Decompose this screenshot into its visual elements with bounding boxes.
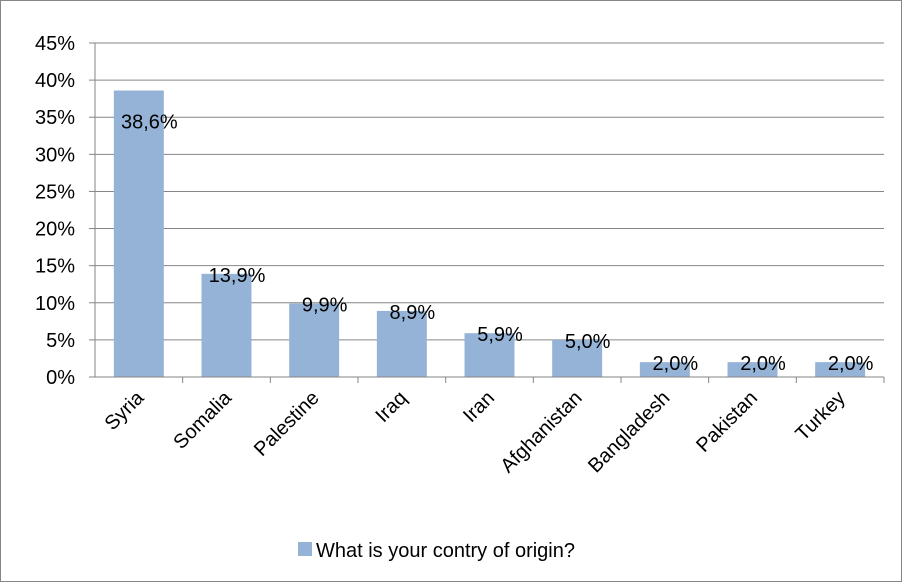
y-tick-label: 30%: [35, 144, 75, 166]
bar: [727, 362, 778, 377]
data-label: 2,0%: [740, 353, 786, 375]
data-label: 38,6%: [121, 112, 178, 134]
x-tick-label: Syria: [101, 386, 149, 434]
y-tick-label: 45%: [35, 33, 75, 55]
bar: [376, 310, 427, 377]
data-labels: 38,6% 13,9% 9,9% 8,9% 5,9% 5,0% 2,0% 2,0% 2,0%: [121, 112, 874, 376]
y-tick-label: 10%: [35, 293, 75, 315]
bar: [289, 303, 340, 377]
bar: [552, 339, 603, 377]
axes: [89, 42, 885, 383]
data-label: 13,9%: [209, 265, 266, 287]
y-tick-label: 40%: [35, 70, 75, 92]
bar: [815, 362, 866, 377]
data-label: 9,9%: [302, 295, 348, 317]
y-tick-label: 25%: [35, 181, 75, 203]
y-tick-label: 20%: [35, 219, 75, 241]
bar: [113, 90, 164, 377]
x-tick-label: Afghanistan: [496, 387, 586, 477]
bar: [201, 273, 252, 377]
data-label: 5,9%: [477, 324, 523, 346]
data-label: 8,9%: [390, 302, 436, 324]
x-tick-label: Pakistan: [692, 387, 762, 457]
y-tick-label: 15%: [35, 256, 75, 278]
y-tick-label: 35%: [35, 107, 75, 129]
bar: [639, 362, 690, 377]
x-tick-label: Iraq: [371, 387, 411, 427]
y-tick-label: 0%: [46, 367, 75, 389]
x-tick-label: Bangladesh: [584, 387, 674, 477]
x-tick-label: Turkey: [791, 387, 849, 445]
bar: [464, 333, 515, 377]
x-tick-label: Palestine: [250, 387, 324, 461]
legend-swatch: [298, 542, 312, 556]
legend-label: What is your contry of origin?: [316, 540, 575, 562]
y-tick-label: 5%: [46, 330, 75, 352]
data-label: 5,0%: [565, 331, 611, 353]
data-label: 2,0%: [653, 353, 699, 375]
x-tick-label: Iran: [459, 387, 499, 427]
data-label: 2,0%: [828, 353, 874, 375]
legend: What is your contry of origin?: [298, 540, 575, 562]
x-tick-label: Somalia: [169, 386, 236, 453]
bars: [113, 90, 866, 377]
